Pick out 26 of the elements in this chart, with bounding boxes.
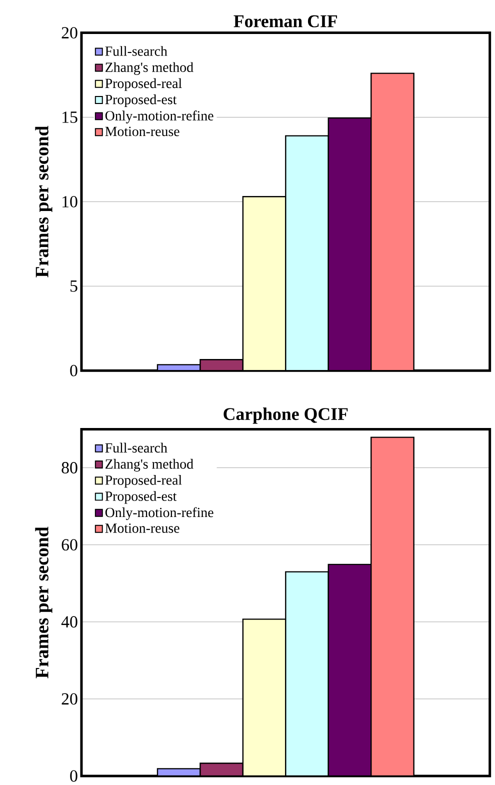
chart-title: Carphone QCIF <box>224 408 348 424</box>
y-tick-label: 10 <box>62 196 78 208</box>
y-axis-title: Frames per second <box>35 126 52 278</box>
y-tick-label: 15 <box>62 112 78 123</box>
legend-label: Zhang's method <box>106 62 194 75</box>
legend-label: Motion-reuse <box>105 524 180 533</box>
legend-label: Zhang's method <box>106 458 194 472</box>
y-tick-label: 20 <box>62 27 78 38</box>
y-tick-label: 5 <box>70 280 78 292</box>
y-tick-label: 20 <box>62 693 78 705</box>
y-tick-label: 0 <box>70 770 78 782</box>
legend-label: Proposed-real <box>105 475 182 488</box>
chart-title: Foreman CIF <box>234 15 338 28</box>
legend-label: Only-motion-refine <box>106 110 214 124</box>
y-tick-label: 60 <box>62 539 78 551</box>
y-tick-label: 80 <box>62 462 78 474</box>
legend-label: Only-motion-refine <box>106 507 214 520</box>
y-tick-label: 0 <box>70 364 78 376</box>
legend-label: Proposed-est <box>105 491 177 504</box>
legend-label: Full-search <box>105 46 168 56</box>
y-tick-label: 40 <box>61 616 78 628</box>
legend-label: Proposed-real <box>105 78 182 91</box>
y-axis-title: Frames per second <box>35 526 52 678</box>
legend-label: Motion-reuse <box>105 126 180 136</box>
legend-label: Proposed-est <box>105 94 177 108</box>
legend-label: Full-search <box>105 442 168 453</box>
